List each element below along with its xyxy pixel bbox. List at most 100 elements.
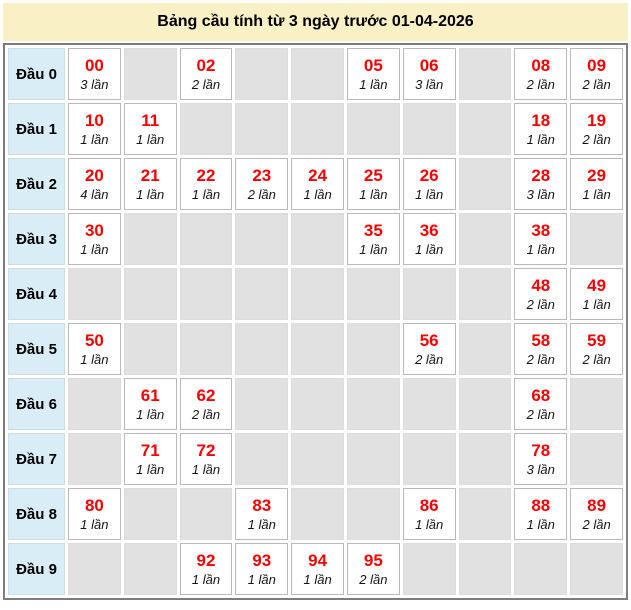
empty-cell xyxy=(235,213,289,265)
number-cell: 18 1 lần xyxy=(514,103,568,155)
row-label: Đầu 7 xyxy=(8,433,65,485)
cell-count: 1 lần xyxy=(247,516,276,532)
number-cell: 10 1 lần xyxy=(68,103,121,155)
cell-number: 83 xyxy=(252,495,272,515)
cell-count: 4 lần xyxy=(80,186,109,202)
cell-number: 49 xyxy=(587,275,607,295)
cell-number: 19 xyxy=(587,110,607,130)
number-cell: 19 2 lần xyxy=(570,103,623,155)
empty-cell xyxy=(402,268,456,320)
cell-number: 78 xyxy=(531,440,551,460)
number-cell: 59 2 lần xyxy=(570,323,623,375)
cell-count: 2 lần xyxy=(526,351,555,367)
cell-number: 06 xyxy=(419,55,439,75)
table-row: Đầu 8 80 1 lần 83 1 lần 86 1 lần 88 1 lần 89 2 lần xyxy=(8,488,623,540)
row-label: Đầu 6 xyxy=(8,378,65,430)
table-row: Đầu 9 92 1 lần 93 1 lần 94 1 lần 95 2 lần xyxy=(8,543,623,595)
cell-number: 93 xyxy=(252,550,272,570)
cell-count: 1 lần xyxy=(80,241,109,257)
cell-count: 1 lần xyxy=(136,461,165,477)
empty-cell xyxy=(346,378,400,430)
number-cell: 08 2 lần xyxy=(514,48,568,100)
cell-number: 10 xyxy=(84,110,104,130)
cell-number: 95 xyxy=(363,550,383,570)
page-title: Bảng cầu tính từ 3 ngày trước 01-04-2026 xyxy=(3,3,628,41)
cau-table-body: Đầu 0 00 3 lần 02 2 lần 05 1 lần 06 3 lần 08 2 lần… xyxy=(8,48,623,595)
table-row: Đầu 3 30 1 lần 35 1 lần 36 1 lần 38 1 lần xyxy=(8,213,623,265)
cell-count: 1 lần xyxy=(415,241,444,257)
cell-number: 48 xyxy=(531,275,551,295)
cell-count: 1 lần xyxy=(359,241,388,257)
cell-number: 28 xyxy=(531,165,551,185)
empty-cell xyxy=(235,48,289,100)
number-cell: 24 1 lần xyxy=(291,158,344,210)
empty-cell xyxy=(458,433,512,485)
number-cell: 83 1 lần xyxy=(235,488,289,540)
cell-count: 2 lần xyxy=(582,76,611,92)
empty-cell xyxy=(179,488,233,540)
empty-cell xyxy=(291,213,344,265)
empty-cell xyxy=(68,268,121,320)
empty-cell xyxy=(291,323,344,375)
number-cell: 80 1 lần xyxy=(68,488,121,540)
cell-count: 3 lần xyxy=(80,76,109,92)
cell-number: 22 xyxy=(196,165,216,185)
empty-cell xyxy=(346,488,400,540)
number-cell: 36 1 lần xyxy=(402,213,456,265)
cell-number: 72 xyxy=(196,440,216,460)
empty-cell xyxy=(291,378,344,430)
cell-count: 2 lần xyxy=(526,296,555,312)
empty-cell xyxy=(570,213,623,265)
number-cell: 35 1 lần xyxy=(346,213,400,265)
number-cell: 78 3 lần xyxy=(514,433,568,485)
empty-cell xyxy=(235,433,289,485)
empty-cell xyxy=(68,433,121,485)
empty-cell xyxy=(458,488,512,540)
number-cell: 48 2 lần xyxy=(514,268,568,320)
cell-number: 02 xyxy=(196,55,216,75)
number-cell: 56 2 lần xyxy=(402,323,456,375)
empty-cell xyxy=(458,158,512,210)
number-cell: 28 3 lần xyxy=(514,158,568,210)
cell-number: 05 xyxy=(363,55,383,75)
row-label: Đầu 9 xyxy=(8,543,65,595)
empty-cell xyxy=(291,488,344,540)
cell-count: 1 lần xyxy=(582,186,611,202)
cell-number: 25 xyxy=(363,165,383,185)
number-cell: 09 2 lần xyxy=(570,48,623,100)
cell-count: 1 lần xyxy=(526,131,555,147)
row-label: Đầu 2 xyxy=(8,158,65,210)
cell-count: 1 lần xyxy=(136,406,165,422)
cell-number: 80 xyxy=(84,495,104,515)
cell-count: 1 lần xyxy=(191,571,221,587)
number-cell: 61 1 lần xyxy=(123,378,177,430)
number-cell: 89 2 lần xyxy=(570,488,623,540)
empty-cell xyxy=(123,323,177,375)
table-row: Đầu 6 61 1 lần 62 2 lần 68 2 lần xyxy=(8,378,623,430)
cell-count: 1 lần xyxy=(526,516,555,532)
cell-count: 1 lần xyxy=(359,186,388,202)
cell-count: 3 lần xyxy=(415,76,444,92)
cell-count: 1 lần xyxy=(191,461,221,477)
table-row: Đầu 4 48 2 lần 49 1 lần xyxy=(8,268,623,320)
empty-cell xyxy=(123,488,177,540)
cell-number: 71 xyxy=(140,440,160,460)
cell-count: 2 lần xyxy=(415,351,444,367)
row-label: Đầu 1 xyxy=(8,103,65,155)
cell-number: 00 xyxy=(84,55,104,75)
cell-count: 1 lần xyxy=(80,351,109,367)
cell-number: 29 xyxy=(587,165,607,185)
cell-count: 2 lần xyxy=(359,571,388,587)
number-cell: 23 2 lần xyxy=(235,158,289,210)
empty-cell xyxy=(458,48,512,100)
cell-count: 1 lần xyxy=(415,186,444,202)
cell-number: 94 xyxy=(308,550,328,570)
number-cell: 58 2 lần xyxy=(514,323,568,375)
number-cell: 00 3 lần xyxy=(68,48,121,100)
cell-number: 24 xyxy=(308,165,328,185)
empty-cell xyxy=(346,103,400,155)
number-cell: 22 1 lần xyxy=(179,158,233,210)
cell-count: 2 lần xyxy=(526,406,555,422)
cell-count: 2 lần xyxy=(247,186,276,202)
